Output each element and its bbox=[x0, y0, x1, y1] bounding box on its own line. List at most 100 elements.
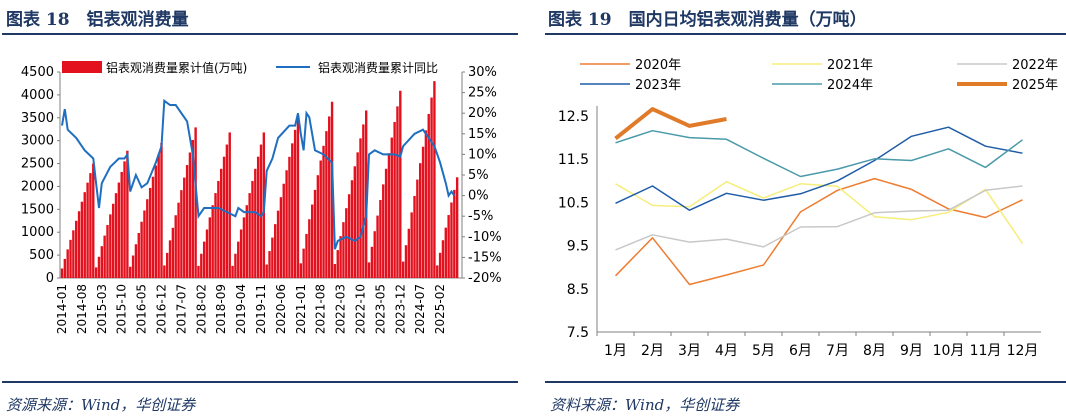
consumption-bar bbox=[183, 177, 186, 278]
legend-label-2023年: 2023年 bbox=[635, 78, 681, 93]
consumption-bar bbox=[194, 127, 197, 278]
y-left-tick-label: 3000 bbox=[21, 134, 54, 149]
x-tick-label: 11月 bbox=[970, 343, 1002, 359]
consumption-bar bbox=[333, 264, 337, 278]
series-line-2025年 bbox=[614, 107, 727, 141]
y-tick-label: 10.5 bbox=[558, 195, 589, 211]
consumption-bar bbox=[180, 190, 183, 278]
y-tick-label: 7.5 bbox=[567, 325, 589, 341]
consumption-bar bbox=[220, 168, 223, 278]
consumption-bar bbox=[109, 214, 112, 278]
consumption-bar bbox=[339, 236, 342, 278]
consumption-bar bbox=[276, 210, 280, 278]
y-left-tick-label: 4500 bbox=[21, 65, 54, 80]
x-tick-label: 6月 bbox=[789, 343, 812, 359]
x-tick-label: 2月 bbox=[641, 343, 664, 359]
left-bottom-rule bbox=[2, 381, 518, 383]
y-left-tick-label: 2000 bbox=[21, 179, 54, 194]
consumption-bar bbox=[114, 193, 118, 278]
consumption-bar bbox=[347, 194, 351, 278]
consumption-bar bbox=[265, 264, 268, 278]
y-left-tick-label: 500 bbox=[29, 248, 54, 263]
consumption-bar bbox=[401, 261, 405, 278]
consumption-bar bbox=[157, 154, 160, 278]
consumption-bar bbox=[200, 253, 203, 278]
consumption-bar bbox=[66, 249, 69, 278]
consumption-bar bbox=[424, 130, 428, 278]
consumption-bar bbox=[453, 189, 456, 278]
consumption-bar bbox=[296, 116, 300, 278]
consumption-bar bbox=[208, 217, 212, 278]
consumption-bar bbox=[146, 199, 149, 278]
consumption-bar bbox=[151, 176, 155, 278]
consumption-bar bbox=[217, 180, 220, 278]
legend-bar-swatch bbox=[62, 61, 102, 73]
y-right-tick-label: -20% bbox=[468, 271, 502, 286]
consumption-bar bbox=[444, 227, 447, 278]
consumption-bar bbox=[222, 156, 226, 278]
series-line-2022年 bbox=[615, 185, 1023, 251]
consumption-bar bbox=[126, 150, 129, 278]
legend-bar-label: 铝表观消费量累计值(万吨) bbox=[106, 60, 247, 75]
consumption-bar bbox=[410, 212, 413, 278]
y-left-tick-label: 1500 bbox=[21, 202, 54, 217]
consumption-bar bbox=[103, 235, 106, 278]
consumption-bar bbox=[427, 113, 430, 279]
consumption-bar bbox=[416, 179, 419, 278]
consumption-bar bbox=[256, 156, 260, 278]
consumption-bar bbox=[163, 265, 166, 278]
y-right-tick-label: 10% bbox=[468, 147, 497, 162]
x-tick-label: 3月 bbox=[678, 343, 701, 359]
consumption-bar bbox=[271, 237, 274, 278]
y-left-tick-label: 4000 bbox=[21, 88, 54, 103]
consumption-bar bbox=[441, 240, 445, 278]
x-tick-label: 2019-11 bbox=[254, 284, 268, 334]
consumption-bar bbox=[362, 124, 365, 278]
consumption-bar bbox=[111, 203, 115, 278]
consumption-bar bbox=[390, 137, 393, 278]
consumption-bar bbox=[154, 165, 158, 278]
x-tick-label: 10月 bbox=[933, 343, 965, 359]
consumption-bar bbox=[69, 239, 72, 278]
y-left-tick-label: 2500 bbox=[21, 157, 54, 172]
series-line-2020年 bbox=[614, 177, 1023, 286]
consumption-bar bbox=[268, 251, 271, 278]
left-title-rule bbox=[2, 33, 518, 35]
y-right-tick-label: 30% bbox=[468, 65, 497, 80]
consumption-bar bbox=[291, 143, 294, 278]
consumption-bar bbox=[455, 177, 459, 278]
consumption-bar bbox=[245, 205, 248, 278]
consumption-bar bbox=[399, 90, 402, 278]
right-panel: 图表 19 国内日均铝表观消费量（万吨） 7.5 8.5 9.5 10.5 11.5 12… bbox=[545, 0, 1066, 418]
consumption-bar bbox=[120, 171, 123, 278]
consumption-bar bbox=[404, 245, 408, 278]
consumption-bar bbox=[419, 163, 422, 278]
left-panel: 图表 18 铝表观消费量 0 500 1000 1500 2000 2500 3000 350… bbox=[0, 0, 520, 418]
consumption-bar bbox=[92, 163, 95, 278]
consumption-bar bbox=[143, 210, 146, 278]
consumption-bar bbox=[447, 215, 450, 278]
consumption-bar bbox=[97, 256, 101, 278]
x-tick-label: 4月 bbox=[715, 343, 738, 359]
consumption-bar bbox=[89, 173, 92, 278]
consumption-bar bbox=[77, 211, 81, 278]
consumption-bar bbox=[373, 231, 376, 278]
x-tick-label: 2015-10 bbox=[115, 284, 129, 334]
consumption-bar bbox=[407, 228, 411, 278]
consumption-bar bbox=[174, 215, 177, 278]
consumption-bar bbox=[364, 110, 368, 278]
consumption-bar bbox=[376, 215, 379, 278]
x-tick-label: 5月 bbox=[752, 343, 775, 359]
yoy-line bbox=[61, 98, 456, 250]
consumption-bar bbox=[438, 252, 442, 278]
x-tick-label: 2017-07 bbox=[174, 284, 188, 334]
consumption-bar bbox=[356, 152, 359, 278]
consumption-bar bbox=[308, 219, 311, 278]
y-right-tick-label: -15% bbox=[468, 250, 502, 265]
consumption-bar bbox=[60, 268, 64, 278]
consumption-bar bbox=[80, 201, 84, 278]
x-tick-label: 7月 bbox=[826, 343, 849, 359]
left-source-note: 资源来源：Wind，华创证券 bbox=[6, 396, 196, 414]
consumption-bar bbox=[131, 255, 135, 278]
consumption-bar bbox=[72, 230, 75, 278]
